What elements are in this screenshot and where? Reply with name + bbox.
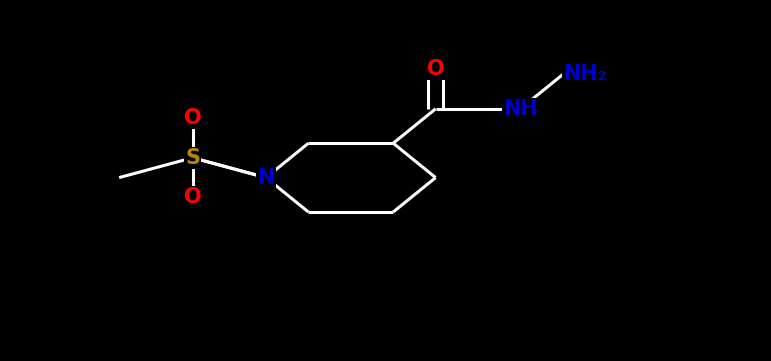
Text: O: O (183, 108, 201, 128)
Text: N: N (258, 168, 274, 188)
Text: NH₂: NH₂ (563, 65, 607, 84)
Text: O: O (427, 59, 444, 79)
Text: NH: NH (503, 99, 538, 119)
Text: O: O (183, 187, 201, 208)
Text: S: S (185, 148, 200, 168)
